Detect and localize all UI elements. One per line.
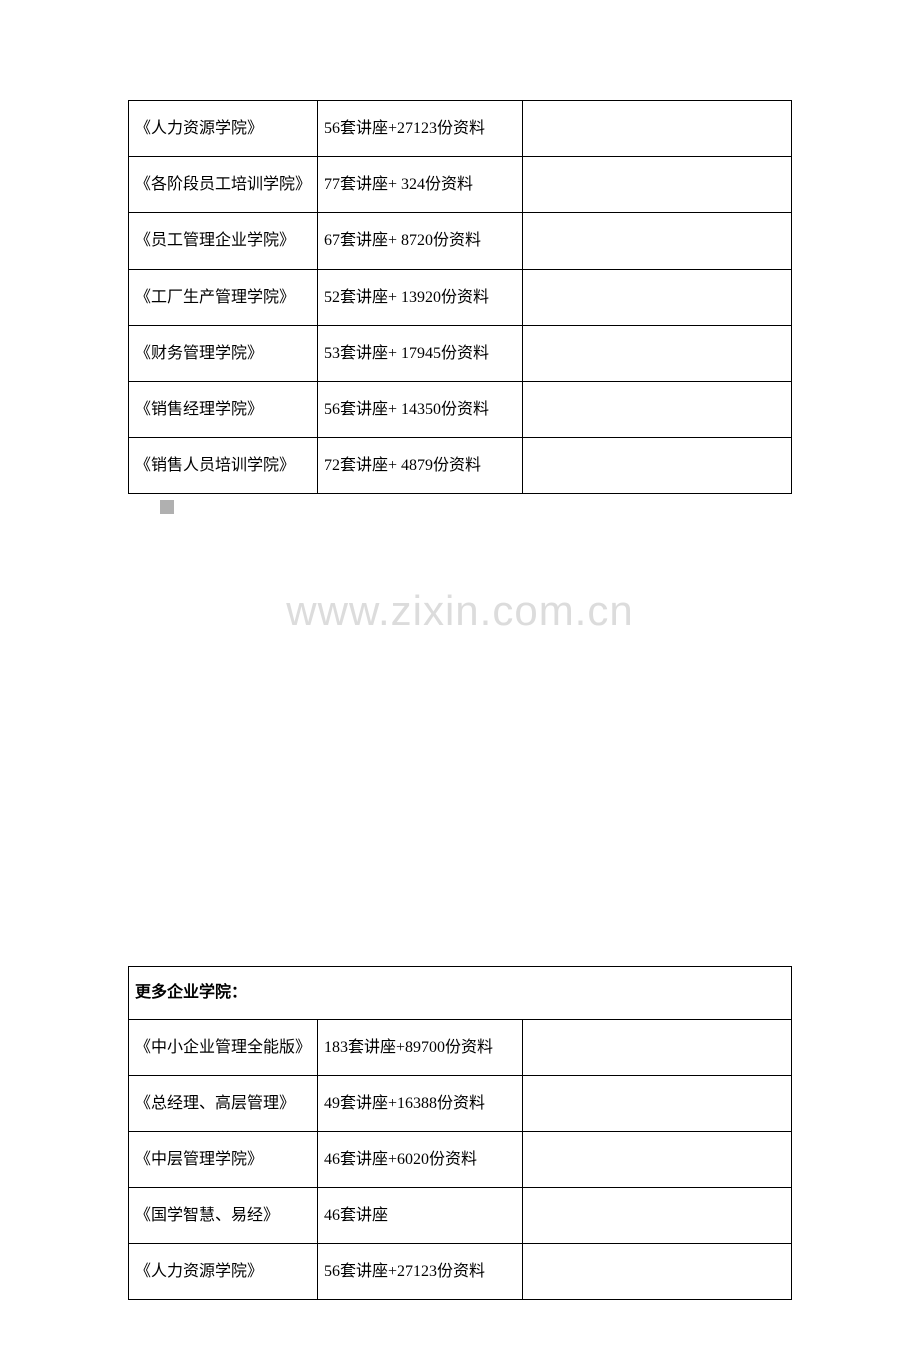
course-cell: 《人力资源学院》 xyxy=(129,1244,318,1300)
course-table-1: 《人力资源学院》 56套讲座+27123份资料 《各阶段员工培训学院》 77套讲… xyxy=(128,100,792,494)
table-row: 《总经理、高层管理》 49套讲座+16388份资料 xyxy=(129,1075,792,1131)
table-row: 《财务管理学院》 53套讲座+ 17945份资料 xyxy=(129,325,792,381)
table-row: 《中小企业管理全能版》 183套讲座+89700份资料 xyxy=(129,1019,792,1075)
content-cell: 46套讲座 xyxy=(317,1188,523,1244)
table-row: 《人力资源学院》 56套讲座+27123份资料 xyxy=(129,1244,792,1300)
course-table-2: 更多企业学院： 《中小企业管理全能版》 183套讲座+89700份资料 《总经理… xyxy=(128,966,792,1300)
course-cell: 《国学智慧、易经》 xyxy=(129,1188,318,1244)
extra-cell xyxy=(523,1244,792,1300)
extra-cell xyxy=(523,381,792,437)
table-header-row: 更多企业学院： xyxy=(129,967,792,1019)
content-cell: 77套讲座+ 324份资料 xyxy=(317,157,523,213)
table-row: 《销售经理学院》 56套讲座+ 14350份资料 xyxy=(129,381,792,437)
course-cell: 《财务管理学院》 xyxy=(129,325,318,381)
content-cell: 49套讲座+16388份资料 xyxy=(317,1075,523,1131)
table-header-cell: 更多企业学院： xyxy=(129,967,792,1019)
extra-cell xyxy=(523,101,792,157)
table-row: 《工厂生产管理学院》 52套讲座+ 13920份资料 xyxy=(129,269,792,325)
extra-cell xyxy=(523,438,792,494)
content-cell: 52套讲座+ 13920份资料 xyxy=(317,269,523,325)
content-cell: 67套讲座+ 8720份资料 xyxy=(317,213,523,269)
extra-cell xyxy=(523,213,792,269)
second-section: 更多企业学院： 《中小企业管理全能版》 183套讲座+89700份资料 《总经理… xyxy=(128,966,792,1300)
extra-cell xyxy=(523,1131,792,1187)
table-row: 《各阶段员工培训学院》 77套讲座+ 324份资料 xyxy=(129,157,792,213)
content-cell: 56套讲座+27123份资料 xyxy=(317,101,523,157)
course-cell: 《各阶段员工培训学院》 xyxy=(129,157,318,213)
course-cell: 《销售人员培训学院》 xyxy=(129,438,318,494)
course-cell: 《总经理、高层管理》 xyxy=(129,1075,318,1131)
content-cell: 53套讲座+ 17945份资料 xyxy=(317,325,523,381)
table-row: 《销售人员培训学院》 72套讲座+ 4879份资料 xyxy=(129,438,792,494)
extra-cell xyxy=(523,1188,792,1244)
extra-cell xyxy=(523,1075,792,1131)
course-cell: 《销售经理学院》 xyxy=(129,381,318,437)
watermark-text: www.zixin.com.cn xyxy=(286,587,633,635)
course-cell: 《员工管理企业学院》 xyxy=(129,213,318,269)
table-row: 《人力资源学院》 56套讲座+27123份资料 xyxy=(129,101,792,157)
content-cell: 56套讲座+ 14350份资料 xyxy=(317,381,523,437)
course-cell: 《人力资源学院》 xyxy=(129,101,318,157)
content-cell: 56套讲座+27123份资料 xyxy=(317,1244,523,1300)
table-row: 《国学智慧、易经》 46套讲座 xyxy=(129,1188,792,1244)
extra-cell xyxy=(523,157,792,213)
course-cell: 《中小企业管理全能版》 xyxy=(129,1019,318,1075)
extra-cell xyxy=(523,269,792,325)
content-cell: 72套讲座+ 4879份资料 xyxy=(317,438,523,494)
course-cell: 《工厂生产管理学院》 xyxy=(129,269,318,325)
extra-cell xyxy=(523,1019,792,1075)
course-cell: 《中层管理学院》 xyxy=(129,1131,318,1187)
table-row: 《员工管理企业学院》 67套讲座+ 8720份资料 xyxy=(129,213,792,269)
table-row: 《中层管理学院》 46套讲座+6020份资料 xyxy=(129,1131,792,1187)
page-container: 《人力资源学院》 56套讲座+27123份资料 《各阶段员工培训学院》 77套讲… xyxy=(0,0,920,1360)
content-cell: 46套讲座+6020份资料 xyxy=(317,1131,523,1187)
extra-cell xyxy=(523,325,792,381)
bullet-marker-icon xyxy=(160,500,174,514)
content-cell: 183套讲座+89700份资料 xyxy=(317,1019,523,1075)
